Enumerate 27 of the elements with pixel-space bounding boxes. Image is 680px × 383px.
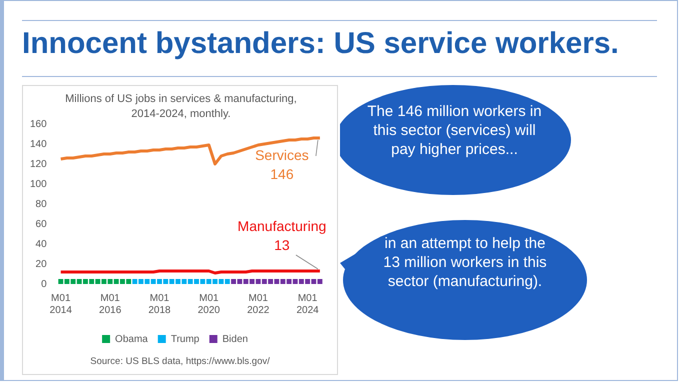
text: Manufacturing bbox=[238, 218, 326, 234]
y-tick-label: 20 bbox=[36, 258, 48, 270]
y-tick-label: 40 bbox=[36, 238, 48, 250]
data-label: 146 bbox=[270, 166, 294, 182]
chart-title: Innocent bystanders: US service workers. bbox=[22, 27, 619, 61]
chart-subtitle: Millions of US jobs in services & manufacturing, 2014-2024, monthly. bbox=[64, 92, 298, 122]
x-tick-label: M01 2018 bbox=[148, 292, 172, 316]
source-note: Source: US BLS data, https://www.bls.gov/ bbox=[89, 356, 271, 367]
y-tick-label: 120 bbox=[30, 158, 48, 170]
x-tick-label: M01 2016 bbox=[99, 292, 122, 316]
x-tick-label: M01 2022 bbox=[247, 292, 270, 316]
y-tick-label: 100 bbox=[30, 178, 48, 190]
data-label: 13 bbox=[274, 236, 290, 253]
y-tick-label: 80 bbox=[36, 198, 48, 210]
y-tick-label: 140 bbox=[30, 138, 48, 150]
legend-label: Obama bbox=[115, 334, 148, 345]
text: The 146 million workers in this sector (services) will pay higher prices... bbox=[366, 102, 543, 159]
text: in an attempt to help the 13 million workers in this sector (manufacturing). bbox=[382, 234, 548, 291]
legend-label: Biden bbox=[222, 334, 248, 345]
y-tick-label: 60 bbox=[36, 218, 48, 230]
x-tick-label: M01 2024 bbox=[296, 292, 320, 316]
series-label: Services bbox=[255, 146, 309, 163]
y-tick-label: 0 bbox=[41, 278, 48, 290]
x-tick-label: M01 2020 bbox=[198, 292, 220, 316]
y-tick-label: 160 bbox=[30, 118, 48, 130]
x-tick-label: M01 2014 bbox=[50, 292, 72, 316]
legend-label: Trump bbox=[170, 334, 200, 345]
